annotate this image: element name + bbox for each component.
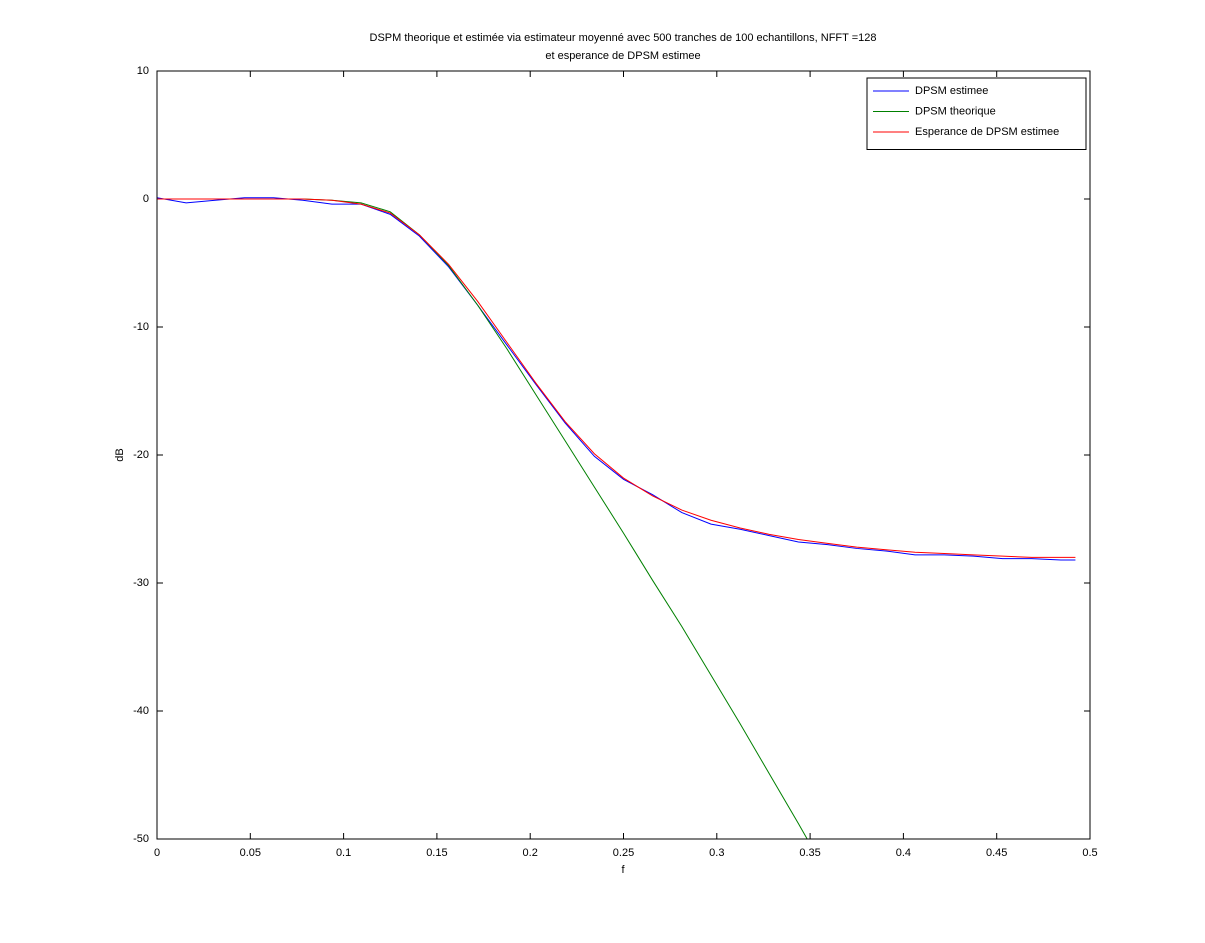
x-tick-label: 0.15: [426, 847, 447, 859]
y-tick-label: -30: [133, 577, 149, 589]
y-tick-label: -50: [133, 833, 149, 845]
x-tick-label: 0: [154, 847, 160, 859]
legend-box: [866, 77, 1087, 150]
plot-frame: [156, 70, 1091, 840]
chart-subtitle: et esperance de DPSM estimee: [545, 50, 700, 62]
series-line: [157, 197, 1076, 561]
x-axis-label: f: [621, 864, 625, 876]
y-tick-label: -10: [133, 321, 149, 333]
x-tick-label: 0.1: [336, 847, 351, 859]
chart-title: DSPM theorique et estimée via estimateur…: [370, 32, 877, 44]
x-tick-label: 0.3: [709, 847, 724, 859]
x-tick-label: 0.05: [240, 847, 261, 859]
x-tick-label: 0.35: [799, 847, 820, 859]
x-tick-label: 0.25: [613, 847, 634, 859]
y-axis-label: dB: [114, 448, 126, 461]
x-tick-label: 0.2: [523, 847, 538, 859]
y-tick-label: -20: [133, 449, 149, 461]
x-tick-label: 0.45: [986, 847, 1007, 859]
x-tick-label: 0.4: [896, 847, 911, 859]
y-tick-label: -40: [133, 705, 149, 717]
x-tick-label: 0.5: [1082, 847, 1097, 859]
legend-label: DPSM theorique: [915, 105, 996, 117]
legend-label: DPSM estimee: [915, 85, 988, 97]
legend-label: Esperance de DPSM estimee: [915, 126, 1059, 138]
y-tick-label: 10: [137, 65, 149, 77]
y-tick-label: 0: [143, 193, 149, 205]
series-line: [157, 198, 1076, 558]
